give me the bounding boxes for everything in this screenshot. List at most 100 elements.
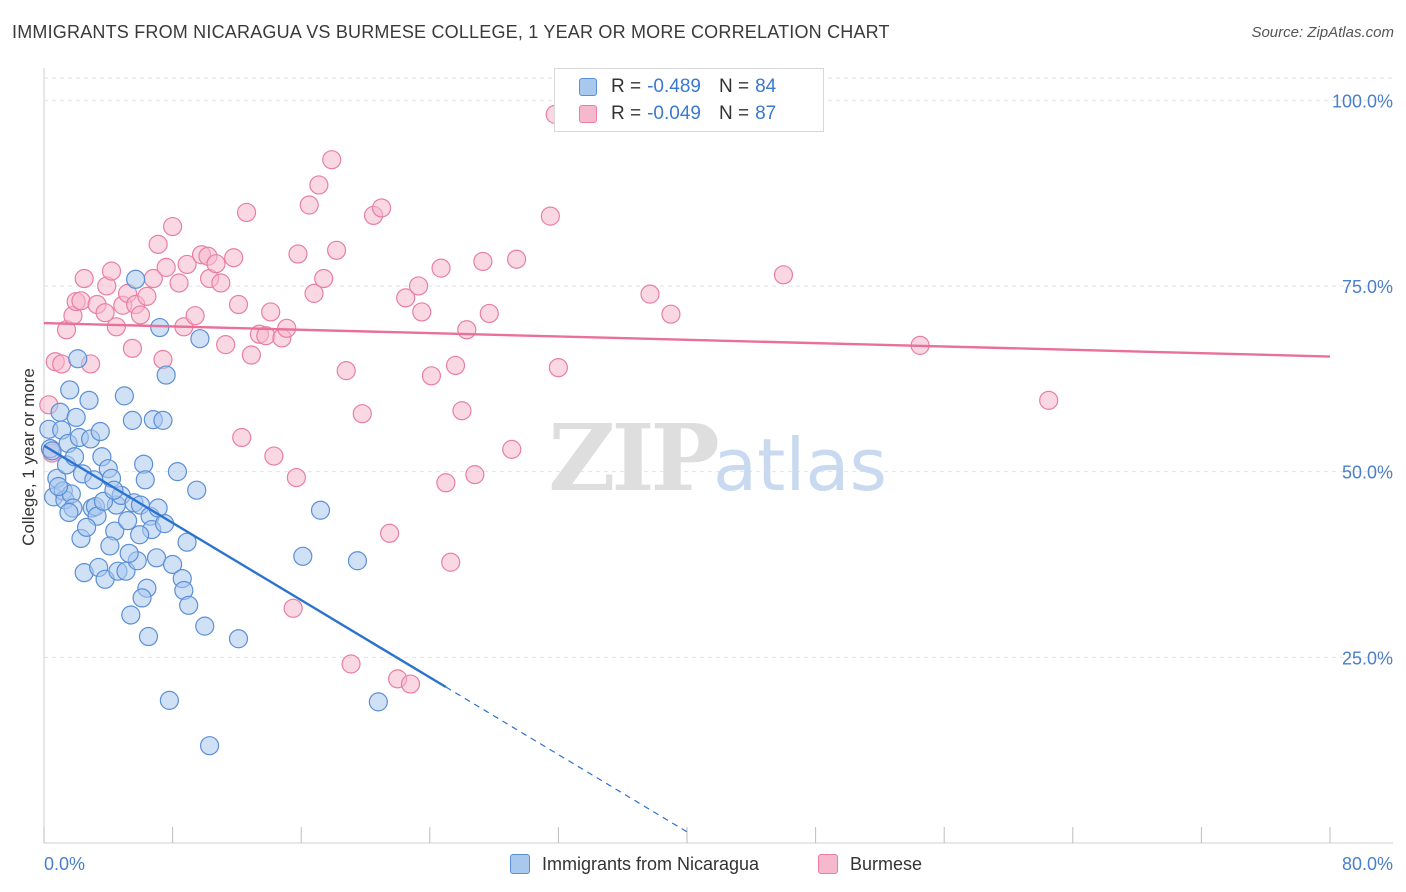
bottom-legend-nicaragua: Immigrants from Nicaragua — [510, 852, 759, 876]
nicaragua-point — [150, 317, 170, 338]
burmese-point — [232, 427, 252, 448]
nicaragua-point — [159, 690, 179, 710]
nicaragua-point — [156, 365, 176, 385]
burmese-point — [283, 598, 303, 618]
burmese-point — [304, 283, 324, 303]
x-tick-label-min: 0.0% — [44, 854, 85, 874]
burmese-point — [163, 216, 183, 237]
y-axis-title: College, 1 year or more — [19, 368, 38, 546]
nicaragua-point — [130, 525, 150, 545]
burmese-point — [773, 265, 794, 285]
burmese-point — [264, 446, 284, 466]
burmese-point — [341, 654, 361, 674]
burmese-point — [156, 257, 176, 277]
nicaragua-point — [199, 736, 220, 756]
legend-swatch-pink — [579, 105, 597, 123]
chart-title: IMMIGRANTS FROM NICARAGUA VS BURMESE COL… — [12, 22, 890, 42]
burmese-point — [507, 249, 527, 269]
burmese-point — [206, 254, 226, 274]
burmese-point — [169, 273, 189, 293]
legend-n-value: 87 — [755, 103, 777, 124]
burmese-point — [396, 288, 416, 308]
x-tick-label-max: 80.0% — [1342, 854, 1393, 874]
burmese-point — [177, 254, 197, 275]
burmese-point — [1039, 390, 1059, 410]
legend-swatch-blue — [579, 78, 597, 96]
burmese-point — [431, 258, 451, 278]
nicaragua-points — [39, 269, 388, 756]
nicaragua-point — [146, 548, 167, 568]
watermark-zip: ZIP — [548, 404, 717, 512]
burmese-point — [106, 317, 126, 337]
burmese-point — [502, 439, 522, 459]
burmese-point — [479, 303, 499, 324]
nicaragua-point — [50, 402, 70, 422]
burmese-point — [216, 335, 236, 355]
burmese-trend-line — [43, 321, 1331, 358]
nicaragua-point — [60, 380, 80, 400]
burmese-point — [299, 195, 319, 215]
burmese-point — [548, 358, 569, 378]
burmese-point — [336, 361, 356, 381]
burmese-point — [137, 286, 157, 306]
burmese-point — [241, 345, 261, 365]
y-tick-label: 25.0% — [1342, 648, 1393, 668]
burmese-point — [122, 338, 143, 358]
burmese-point — [130, 305, 151, 325]
burmese-point — [101, 261, 122, 281]
nicaragua-point — [100, 536, 120, 556]
nicaragua-point — [59, 502, 79, 523]
y-tick-label: 75.0% — [1342, 277, 1393, 297]
nicaragua-point — [114, 386, 134, 406]
legend-row-burmese: R = -0.049 N = 87 — [579, 101, 776, 127]
legend-r-value: -0.489 — [647, 76, 701, 97]
nicaragua-point — [179, 595, 199, 615]
burmese-point — [421, 366, 442, 386]
burmese-point — [445, 355, 466, 376]
bottom-swatch-pink — [818, 854, 838, 874]
burmese-point — [52, 354, 72, 374]
nicaragua-point — [368, 692, 388, 712]
nicaragua-point — [48, 476, 69, 497]
nicaragua-point — [228, 629, 249, 649]
legend-n-value: 84 — [755, 76, 777, 97]
y-tick-label: 50.0% — [1342, 463, 1393, 483]
burmese-point — [228, 294, 249, 315]
burmese-point — [326, 240, 347, 260]
burmese-point — [314, 268, 334, 289]
burmese-point — [148, 234, 168, 254]
nicaragua-point — [310, 500, 331, 520]
nicaragua-point — [79, 390, 99, 410]
burmese-point — [412, 302, 432, 322]
burmese-point — [457, 320, 477, 340]
burmese-point — [224, 248, 244, 268]
nicaragua-point — [167, 462, 188, 482]
grid-lines — [44, 77, 1393, 658]
nicaragua-point — [187, 480, 207, 500]
nicaragua-trend-extension — [445, 686, 688, 833]
legend-r-label: R = — [611, 76, 642, 97]
bottom-legend-label-2: Burmese — [850, 853, 923, 874]
burmese-point — [286, 467, 306, 488]
nicaragua-point — [66, 407, 86, 428]
nicaragua-point — [138, 626, 159, 647]
source-label: Source: ZipAtlas.com — [1251, 24, 1394, 41]
burmese-point — [441, 552, 461, 572]
burmese-point — [400, 674, 421, 694]
nicaragua-point — [163, 554, 183, 575]
burmese-point — [640, 284, 660, 304]
nicaragua-trend-line — [43, 444, 447, 689]
burmese-point — [322, 150, 342, 170]
nicaragua-point — [347, 551, 368, 571]
nicaragua-point — [195, 616, 215, 636]
burmese-point — [74, 268, 94, 289]
legend-n-label: N = — [718, 76, 750, 97]
nicaragua-point — [132, 588, 152, 608]
nicaragua-point — [135, 470, 155, 490]
burmese-point — [371, 198, 392, 218]
bottom-legend-label-1: Immigrants from Nicaragua — [542, 853, 760, 874]
y-tick-label: 100.0% — [1332, 91, 1393, 111]
burmese-point — [153, 349, 173, 370]
bottom-legend-burmese: Burmese — [818, 852, 922, 876]
